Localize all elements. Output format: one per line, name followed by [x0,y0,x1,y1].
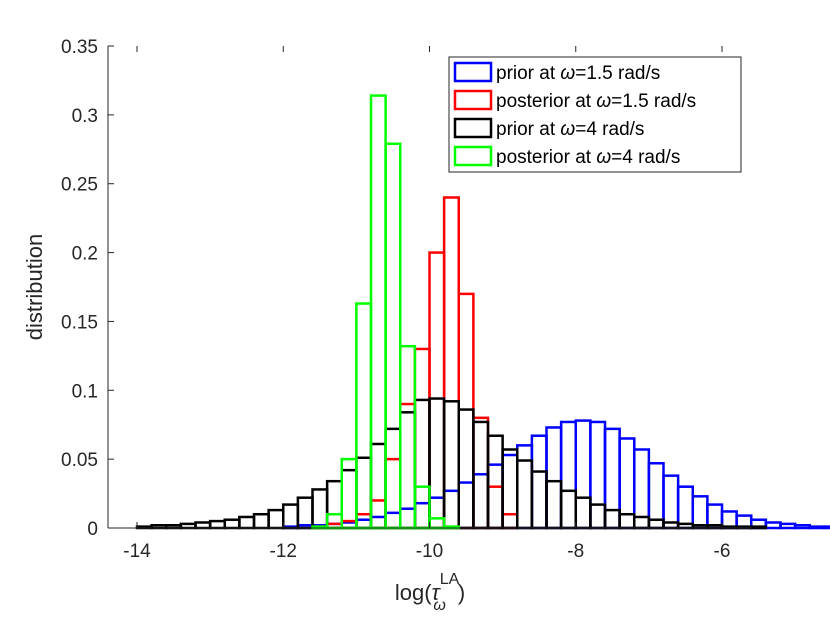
legend-label-prefix: prior at [496,63,560,84]
legend-box [448,56,742,173]
bar [808,525,826,530]
x-ticks: -14 -12 -10 -8 -6 [123,46,730,562]
x-tick-label: -12 [270,541,297,562]
legend-label-prefix: posterior at [496,91,596,112]
x-tick-label: -14 [123,541,151,562]
bar [750,525,768,530]
legend-swatch [453,61,493,83]
x-axis-label-base: log( [395,580,432,605]
legend-label-suffix: =4 rad/s [611,147,680,168]
x-axis-label-superscript: LA [440,571,460,588]
legend-label-prefix: posterior at [496,147,596,168]
x-tick-label: -6 [714,541,731,562]
y-tick-label: 0.25 [61,175,98,196]
y-tick-label: 0.15 [61,312,98,333]
legend-label: posterior at ω=4 rad/s [496,147,680,168]
bar [823,525,830,530]
bar [793,524,812,530]
legend-label: prior at ω=1.5 rad/s [496,63,660,84]
y-tick-label: 0.2 [72,244,98,265]
legend-label-suffix: =1.5 rad/s [611,91,696,112]
legend-label-suffix: =1.5 rad/s [575,63,660,84]
legend-label: posterior at ω=1.5 rad/s [496,91,696,112]
x-tick-label: -10 [416,541,443,562]
y-axis-label: distribution [22,234,47,340]
x-axis-label-close: ) [458,580,465,605]
x-tick-label: -8 [567,541,584,562]
y-tick-label: 0.1 [72,381,98,402]
x-axis-label: log(τLA ω) [395,571,465,614]
bar [779,522,797,530]
legend-swatch [453,145,493,167]
legend-label-symbol: ω [560,63,575,84]
legend-label-prefix: prior at [496,119,560,140]
legend-entry: posterior at ω=4 rad/s [453,145,680,168]
legend-entry: posterior at ω=1.5 rad/s [453,89,696,112]
legend-label-symbol: ω [596,91,611,112]
legend-swatch [453,117,493,139]
y-tick-label: 0.05 [61,450,98,471]
x-axis-label-subscript: ω [433,597,445,614]
y-tick-label: 0.3 [72,106,98,127]
legend-swatch [453,89,493,111]
legend-label: prior at ω=4 rad/s [496,119,644,140]
y-tick-label: 0 [87,519,98,540]
legend-entry: prior at ω=1.5 rad/s [453,61,660,84]
x-axis-label-symbol: τ [432,580,442,605]
legend-entry: prior at ω=4 rad/s [453,117,644,140]
legend-label-symbol: ω [596,147,611,168]
legend-label-symbol: ω [560,119,575,140]
y-ticks: 0 0.05 0.1 0.15 0.2 0.25 0.3 0.35 [61,37,114,540]
legend-label-suffix: =4 rad/s [575,119,644,140]
y-tick-label: 0.35 [61,37,98,58]
bar [764,521,782,530]
